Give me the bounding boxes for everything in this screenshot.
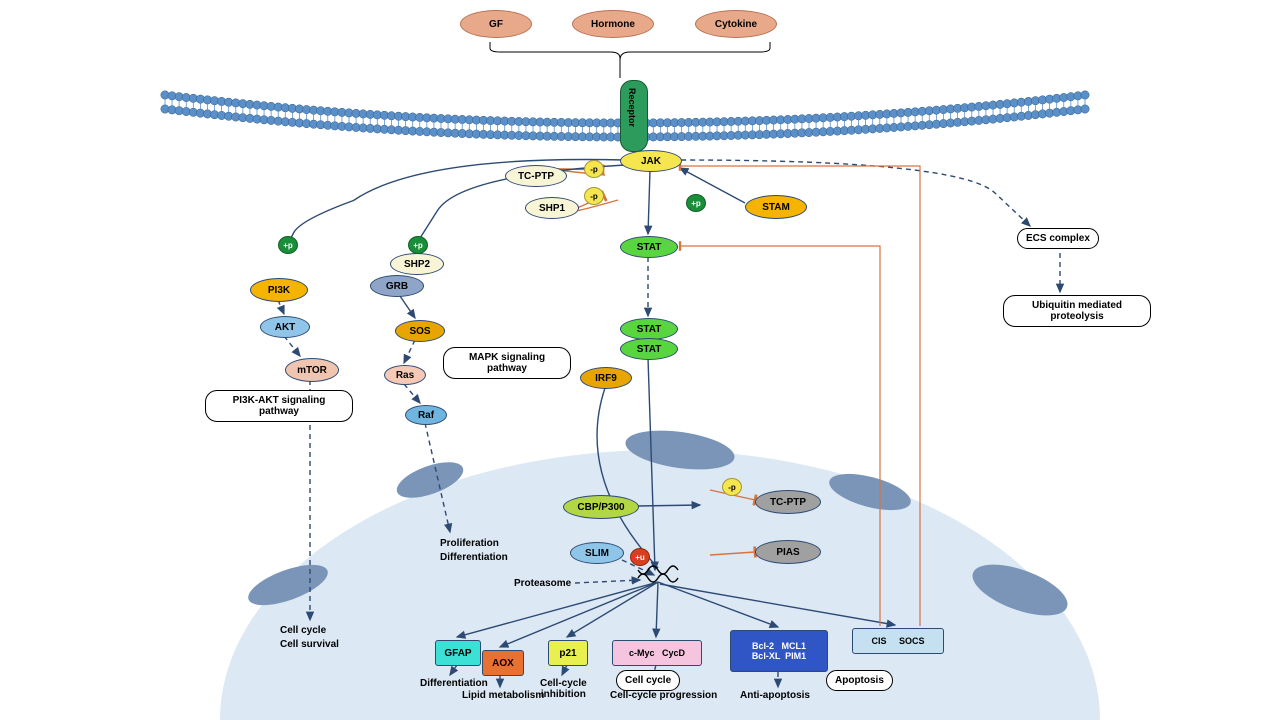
node-myc: c-Myc CycD	[612, 640, 702, 666]
mark-+p: +p	[686, 194, 706, 212]
node-raf: Raf	[405, 405, 447, 425]
text-label: Differentiation	[440, 552, 508, 563]
text-label: Proliferation	[440, 538, 499, 549]
text-label: Proteasome	[514, 578, 571, 589]
text-label: Lipid metabolism	[462, 690, 544, 701]
node-gfap: GFAP	[435, 640, 481, 666]
ligand-gf: GF	[460, 10, 532, 38]
text-label: Cell-cycle progression	[610, 690, 717, 701]
node-mtor: mTOR	[285, 358, 339, 382]
node-tcptp2: TC-PTP	[755, 490, 821, 514]
mark--p: -p	[584, 160, 604, 178]
node-jak: JAK	[620, 150, 682, 172]
pathway-box: PI3K-AKT signaling pathway	[205, 390, 353, 422]
node-shp2: SHP2	[390, 253, 444, 275]
mark-+p: +p	[408, 236, 428, 254]
node-stat1: STAT	[620, 236, 678, 258]
node-pi3k: PI3K	[250, 278, 308, 302]
node-cbp: CBP/P300	[563, 495, 639, 519]
node-cis: CIS SOCS	[852, 628, 944, 654]
mark--p: -p	[584, 187, 604, 205]
node-grb: GRB	[370, 275, 424, 297]
text-label: Cell-cycle inhibition	[540, 678, 587, 700]
pathway-box: ECS complex	[1017, 228, 1099, 249]
node-ras: Ras	[384, 365, 426, 385]
node-bcl: Bcl-2 MCL1 Bcl-XL PIM1	[730, 630, 828, 672]
node-irf9: IRF9	[580, 367, 632, 389]
node-pias: PIAS	[755, 540, 821, 564]
ligand-hormone: Hormone	[572, 10, 654, 38]
node-p21: p21	[548, 640, 588, 666]
pathway-box: Ubiquitin mediated proteolysis	[1003, 295, 1151, 327]
node-tcptp: TC-PTP	[505, 165, 567, 187]
mark-+p: +p	[278, 236, 298, 254]
text-label: Anti-apoptosis	[740, 690, 810, 701]
text-label: Cell cycle	[280, 625, 326, 636]
node-stam: STAM	[745, 195, 807, 219]
receptor-label: Receptor	[627, 88, 637, 127]
mark--p: -p	[722, 478, 742, 496]
pathway-box: Apoptosis	[826, 670, 893, 691]
mark-+u: +u	[630, 548, 650, 566]
text-label: Cell survival	[280, 639, 339, 650]
node-stat3: STAT	[620, 338, 678, 360]
ligand-cytokine: Cytokine	[695, 10, 777, 38]
node-aox: AOX	[482, 650, 524, 676]
node-shp1: SHP1	[525, 197, 579, 219]
text-label: Differentiation	[420, 678, 488, 689]
node-sos: SOS	[395, 320, 445, 342]
pathway-box: MAPK signaling pathway	[443, 347, 571, 379]
node-stat2: STAT	[620, 318, 678, 340]
node-akt: AKT	[260, 316, 310, 338]
node-slim: SLIM	[570, 542, 624, 564]
pathway-box: Cell cycle	[616, 670, 680, 691]
